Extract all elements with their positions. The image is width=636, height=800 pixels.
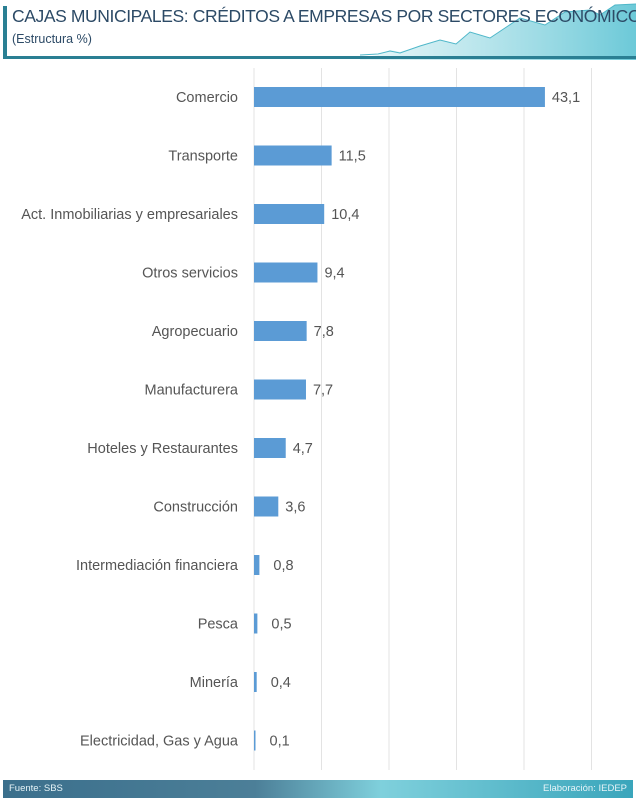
category-label: Pesca <box>198 617 239 633</box>
bar <box>254 555 260 575</box>
source-text: Fuente: SBS <box>9 783 63 794</box>
bar <box>254 321 307 341</box>
bar <box>254 672 257 692</box>
decorative-line-graphic <box>3 3 636 60</box>
credit-text: Elaboración: IEDEP <box>543 783 627 794</box>
data-label: 11,5 <box>339 149 366 165</box>
bar <box>254 496 279 517</box>
category-label: Minería <box>190 675 239 691</box>
category-label: Act. Inmobiliarias y empresariales <box>21 207 238 223</box>
category-label: Comercio <box>176 90 238 106</box>
bar <box>254 145 332 166</box>
data-label: 0,5 <box>271 617 291 633</box>
data-label: 10,4 <box>331 207 359 223</box>
data-label: 4,7 <box>293 441 313 457</box>
bar-chart: Comercio 43,1 Transporte 11,5 Act. Inmobilia… <box>21 68 592 770</box>
data-label: 0,4 <box>271 675 291 691</box>
data-label: 3,6 <box>285 500 305 516</box>
chart-header: CAJAS MUNICIPALES: CRÉDITOS A EMPRESAS P… <box>0 0 636 62</box>
category-label: Hoteles y Restaurantes <box>87 441 238 457</box>
category-label: Agropecuario <box>152 324 238 340</box>
bar <box>254 87 545 107</box>
bar <box>254 613 258 634</box>
category-label: Otros servicios <box>142 266 238 282</box>
data-label: 0,1 <box>270 734 290 750</box>
bar <box>254 262 318 283</box>
category-label: Manufacturera <box>145 383 239 399</box>
bar <box>254 730 256 751</box>
data-label: 0,8 <box>273 558 293 574</box>
bar <box>254 204 325 224</box>
bar <box>254 438 286 458</box>
data-label: 43,1 <box>552 90 580 106</box>
category-label: Electricidad, Gas y Agua <box>80 734 239 750</box>
title-accent-bar <box>3 6 7 58</box>
data-label: 7,8 <box>314 324 334 340</box>
category-label: Intermediación financiera <box>76 558 239 574</box>
data-label: 7,7 <box>313 383 333 399</box>
footer-bar: Fuente: SBS Elaboración: IEDEP <box>3 780 633 798</box>
category-label: Construcción <box>153 500 238 516</box>
chart-subtitle: (Estructura %) <box>12 32 92 46</box>
chart-title: CAJAS MUNICIPALES: CRÉDITOS A EMPRESAS P… <box>12 6 636 26</box>
category-label: Transporte <box>168 149 238 165</box>
bar <box>254 379 306 400</box>
data-label: 9,4 <box>324 266 344 282</box>
